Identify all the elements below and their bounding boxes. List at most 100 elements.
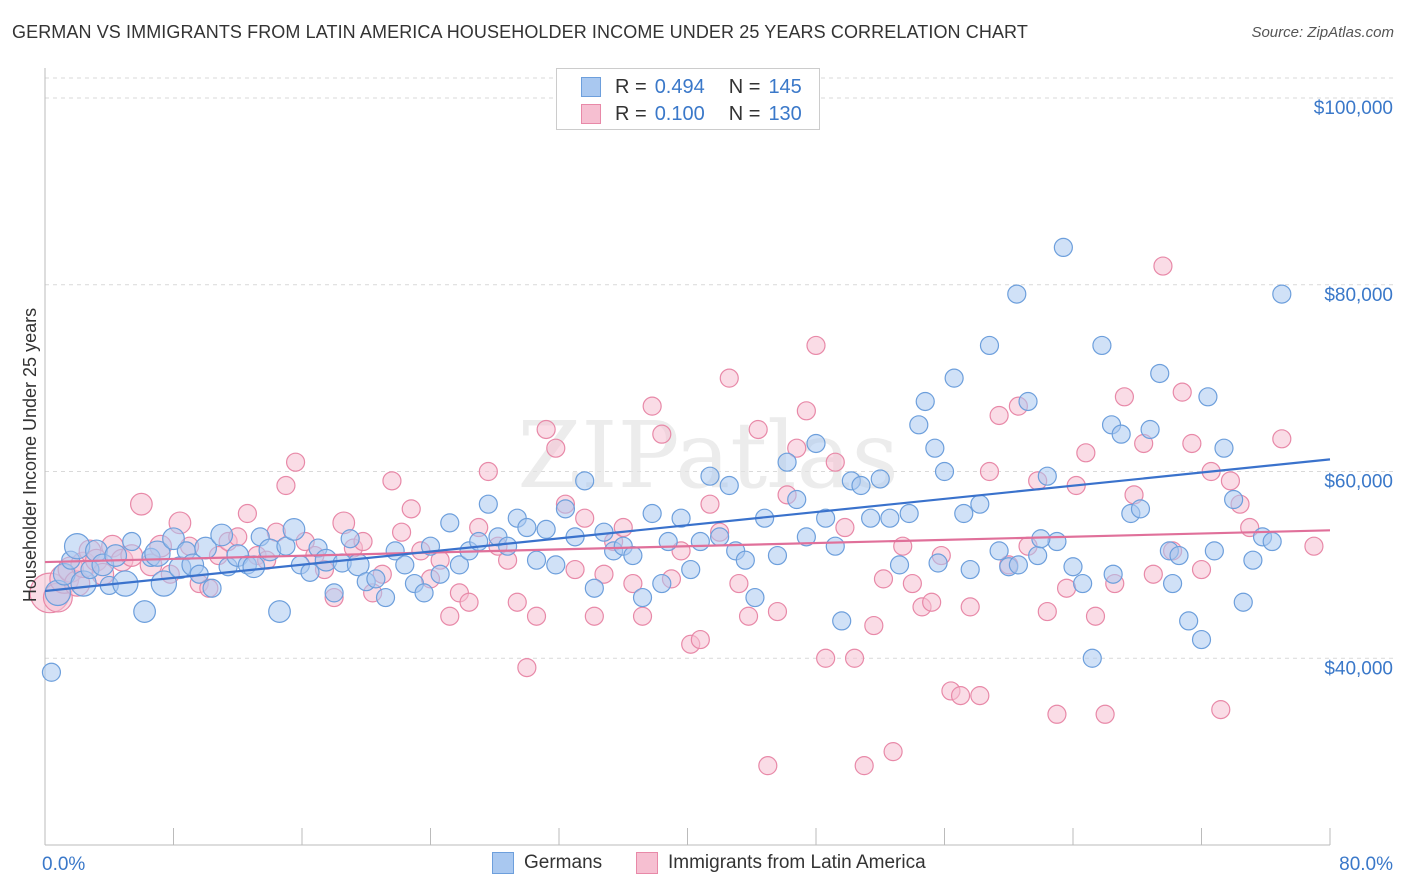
point-germans (1031, 529, 1051, 549)
point-germans (517, 517, 537, 538)
point-germans (1111, 424, 1131, 444)
point-germans (162, 527, 185, 551)
axes (44, 68, 1331, 846)
point-germans (1204, 541, 1224, 561)
point-germans (671, 508, 691, 528)
point-immigrants (844, 648, 865, 668)
point-immigrants (285, 452, 306, 472)
point-immigrants (632, 606, 653, 626)
point-germans (526, 550, 547, 570)
point-immigrants (854, 756, 874, 776)
y-axis-title: Householder Income Under 25 years (20, 308, 40, 602)
point-germans (816, 508, 836, 528)
point-immigrants (1153, 256, 1173, 276)
point-immigrants (507, 592, 527, 612)
point-germans (575, 471, 595, 491)
legend-swatch-pink (581, 104, 601, 124)
correlation-legend: R = 0.494 N = 145 R = 0.100 N = 130 (556, 68, 820, 130)
point-germans (1018, 391, 1038, 412)
point-immigrants (758, 756, 778, 776)
point-germans (1082, 648, 1102, 668)
point-immigrants (825, 452, 845, 472)
point-germans (282, 517, 306, 541)
point-immigrants (1272, 429, 1292, 449)
point-immigrants (382, 471, 402, 491)
x-tick-label: 80.0% (1339, 854, 1393, 875)
point-immigrants (767, 601, 788, 622)
point-germans (1262, 531, 1282, 552)
point-immigrants (575, 508, 595, 528)
point-immigrants (979, 461, 1000, 482)
chart-title: GERMAN VS IMMIGRANTS FROM LATIN AMERICA … (12, 22, 1028, 42)
legend-r-label: R = (615, 75, 647, 98)
point-germans (909, 415, 929, 435)
y-tick-label: $80,000 (1324, 285, 1393, 306)
point-immigrants (613, 517, 633, 538)
point-immigrants (989, 405, 1009, 426)
point-germans (700, 466, 720, 486)
point-germans (925, 438, 945, 458)
point-germans (1179, 611, 1199, 631)
legend-n-label: N = (728, 75, 761, 98)
point-germans (1007, 284, 1027, 304)
point-germans (652, 573, 672, 594)
point-immigrants (796, 401, 816, 421)
point-germans (851, 475, 871, 496)
point-germans (745, 587, 765, 608)
point-germans (536, 519, 556, 539)
point-immigrants (806, 335, 826, 356)
point-immigrants (391, 522, 412, 542)
point-germans (1037, 466, 1057, 486)
legend-swatch-blue (581, 77, 601, 97)
point-immigrants (902, 573, 922, 594)
point-immigrants (642, 396, 662, 416)
point-germans (498, 536, 518, 556)
legend-row-immigrants: R = 0.100 N = 130 (581, 103, 802, 125)
point-germans (806, 433, 826, 454)
point-germans (1053, 237, 1073, 258)
point-germans (944, 368, 964, 388)
point-immigrants (816, 648, 836, 668)
point-immigrants (1172, 382, 1192, 402)
point-germans (1047, 531, 1067, 552)
point-immigrants (835, 517, 855, 538)
point-germans (735, 550, 755, 570)
point-immigrants (459, 592, 479, 612)
point-germans (478, 494, 498, 514)
point-germans (1169, 545, 1189, 566)
series-germans (41, 237, 1292, 682)
point-immigrants (873, 569, 894, 589)
point-germans (710, 527, 730, 547)
point-germans (1092, 335, 1112, 356)
bottom-legend-label: Immigrants from Latin America (668, 852, 926, 873)
point-germans (210, 523, 234, 547)
point-immigrants (1095, 704, 1115, 724)
trend-line-germans (44, 458, 1331, 593)
point-immigrants (970, 686, 990, 706)
point-germans (133, 600, 156, 623)
point-germans (1008, 555, 1028, 575)
point-germans (880, 508, 900, 528)
point-germans (1150, 363, 1170, 384)
point-germans (1198, 387, 1218, 407)
trend-lines (44, 458, 1331, 593)
point-germans (915, 391, 935, 412)
point-germans (546, 555, 566, 575)
legend-n-value: 145 (768, 75, 802, 98)
point-germans (104, 544, 128, 567)
point-immigrants (787, 438, 807, 458)
point-germans (1073, 573, 1093, 594)
point-immigrants (960, 597, 980, 617)
point-immigrants (1191, 559, 1212, 580)
point-germans (340, 529, 360, 549)
point-immigrants (237, 503, 257, 524)
point-germans (632, 587, 653, 608)
point-germans (861, 508, 881, 528)
point-immigrants (401, 499, 421, 519)
point-immigrants (1114, 387, 1135, 407)
point-germans (970, 494, 990, 514)
point-immigrants (129, 492, 153, 516)
point-germans (414, 583, 434, 603)
point-germans (584, 578, 604, 598)
point-immigrants (546, 438, 566, 458)
